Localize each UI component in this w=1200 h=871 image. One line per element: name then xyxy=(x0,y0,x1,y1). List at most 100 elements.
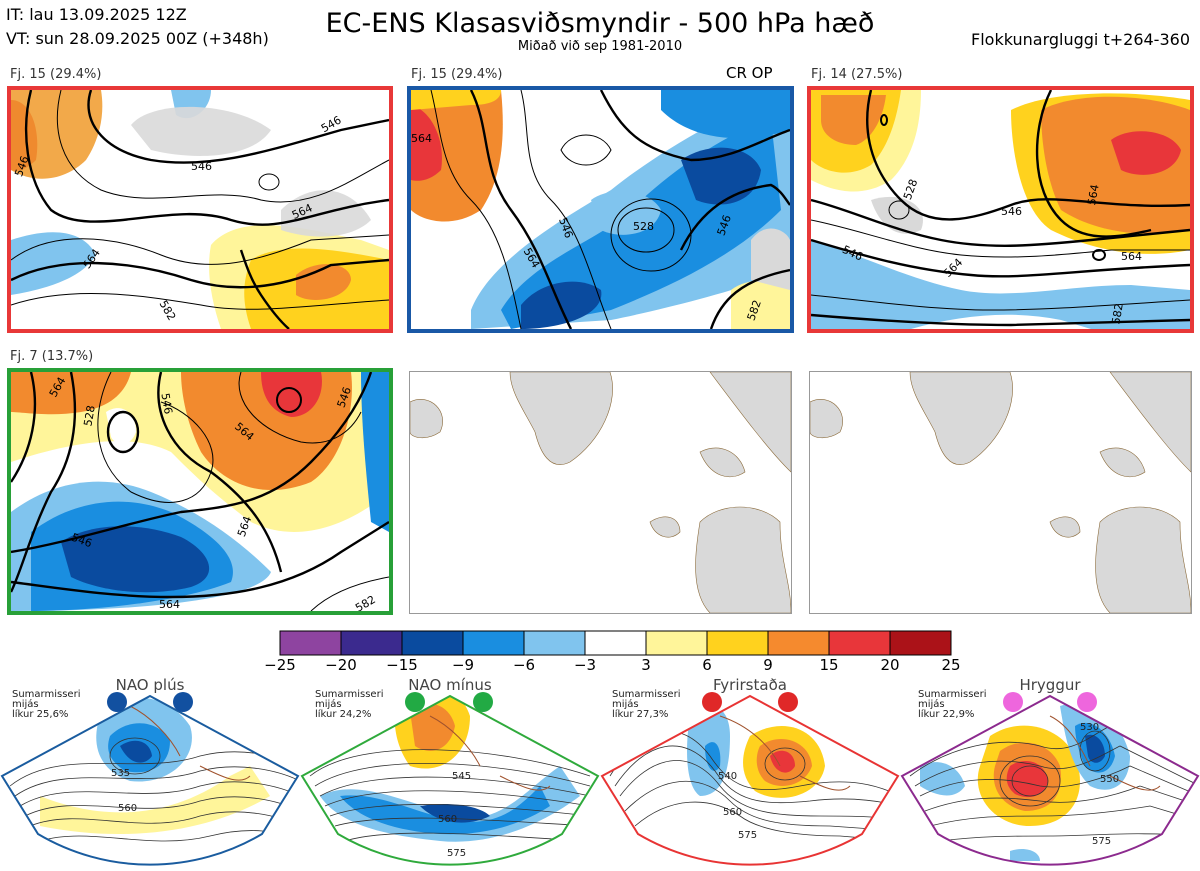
regime-season: Sumarmisseri xyxy=(612,689,681,700)
colorbar-tick-label: 15 xyxy=(819,656,839,674)
empty-map-5 xyxy=(409,371,792,614)
regime-marker-dot xyxy=(107,692,127,712)
regime-title: Fyrirstaða xyxy=(713,676,787,694)
colorbar-tick-label: 20 xyxy=(880,656,900,674)
cluster-map-2-svg: 564 546 528 546 564 582 xyxy=(411,90,790,329)
contour-label: 564 xyxy=(1121,250,1142,263)
chart-title: EC-ENS Klasasviðsmyndir - 500 hPa hæð xyxy=(325,8,875,39)
contour-label: 528 xyxy=(633,220,654,233)
contour-label: 564 xyxy=(1085,183,1101,206)
classification-window: Flokkunargluggi t+264-360 xyxy=(971,30,1190,49)
colorbar-segment xyxy=(279,630,342,656)
regime-marker-dot xyxy=(473,692,493,712)
regime-contour-label: 575 xyxy=(738,830,758,841)
regime-map-nao-plus xyxy=(0,694,300,866)
contour-label: 564 xyxy=(941,256,965,280)
colorbar-tick-label: −6 xyxy=(512,656,536,674)
regime-contour-label: 535 xyxy=(111,768,131,779)
contour-label: 582 xyxy=(353,593,378,611)
empty-map-6-svg xyxy=(810,372,1191,613)
regime-area: mijás xyxy=(918,699,945,710)
regime-probability: líkur 22,9% xyxy=(918,709,975,720)
colorbar-tick-label: −9 xyxy=(451,656,475,674)
regime-marker-dot xyxy=(405,692,425,712)
regime-contour-label: 560 xyxy=(438,814,458,825)
colorbar-segment xyxy=(828,630,891,656)
valid-time: VT: sun 28.09.2025 00Z (+348h) xyxy=(6,29,269,48)
panel-2-label: Fj. 15 (29.4%) xyxy=(411,67,503,82)
regime-title: NAO plús xyxy=(115,676,185,694)
regime-marker-dot xyxy=(702,692,722,712)
regime-map-blocking xyxy=(600,694,900,866)
panel-4-label: Fj. 7 (13.7%) xyxy=(10,349,94,364)
contour-label: 546 xyxy=(191,160,212,173)
cluster-map-4-svg: 564 528 546 564 546 546 564 564 582 xyxy=(11,372,389,611)
regime-season: Sumarmisseri xyxy=(918,689,987,700)
regime-contour-label: 550 xyxy=(1100,774,1120,785)
regime-marker-dot xyxy=(173,692,193,712)
cluster-map-1: 546 546 546 564 564 582 xyxy=(7,86,393,333)
regime-contour-label: 540 xyxy=(718,771,738,782)
regime-probability: líkur 24,2% xyxy=(315,709,372,720)
colorbar-tick-label: 25 xyxy=(941,656,961,674)
contour-label: 564 xyxy=(411,132,432,145)
colorbar-segment xyxy=(340,630,403,656)
regime-area: mijás xyxy=(12,699,39,710)
regime-contour-label: 575 xyxy=(1092,836,1112,847)
contour-label: 546 xyxy=(158,392,174,415)
colorbar-tick-label: 9 xyxy=(763,656,773,674)
regime-marker-dot xyxy=(778,692,798,712)
cluster-map-3: 528 546 546 564 564 564 582 xyxy=(807,86,1194,333)
contour-label: 564 xyxy=(159,598,180,611)
cluster-map-3-svg: 528 546 546 564 564 564 582 xyxy=(811,90,1190,329)
regime-contour-label: 560 xyxy=(723,807,743,818)
empty-map-6 xyxy=(809,371,1192,614)
chart-subtitle: Miðað við sep 1981-2010 xyxy=(517,39,683,54)
colorbar-segment xyxy=(889,630,952,656)
colorbar-segment xyxy=(584,630,647,656)
regime-contour-label: 545 xyxy=(452,771,472,782)
colorbar-segment xyxy=(523,630,586,656)
contour-label: 528 xyxy=(901,177,920,201)
empty-map-5-svg xyxy=(410,372,791,613)
regime-area: mijás xyxy=(315,699,342,710)
colorbar-segment xyxy=(462,630,525,656)
regime-season: Sumarmisseri xyxy=(12,689,81,700)
colorbar-tick-label: −25 xyxy=(264,656,296,674)
regime-contour-label: 575 xyxy=(447,848,467,859)
regime-contour-label: 530 xyxy=(1080,722,1100,733)
regime-contour-label: 560 xyxy=(118,803,138,814)
regime-map-ridge xyxy=(900,694,1200,866)
regime-map-nao-minus xyxy=(300,694,600,866)
colorbar xyxy=(279,630,952,656)
colorbar-segment xyxy=(645,630,708,656)
colorbar-tick-label: 6 xyxy=(702,656,712,674)
colorbar-tick-label: −3 xyxy=(573,656,597,674)
panel-1-label: Fj. 15 (29.4%) xyxy=(10,67,102,82)
regime-title: NAO mínus xyxy=(408,676,492,694)
regime-probability: líkur 27,3% xyxy=(612,709,669,720)
contour-label: 546 xyxy=(1001,205,1022,218)
regime-probability: líkur 25,6% xyxy=(12,709,69,720)
colorbar-tick-label: −15 xyxy=(386,656,418,674)
regime-marker-dot xyxy=(1077,692,1097,712)
colorbar-tick-label: 3 xyxy=(641,656,651,674)
colorbar-segment xyxy=(767,630,830,656)
colorbar-tick-label: −20 xyxy=(325,656,357,674)
regime-marker-dot xyxy=(1003,692,1023,712)
panel-2-tag: CR OP xyxy=(726,64,773,82)
regime-area: mijás xyxy=(612,699,639,710)
colorbar-segment xyxy=(401,630,464,656)
colorbar-segment xyxy=(706,630,769,656)
cluster-map-4: 564 528 546 564 546 546 564 564 582 xyxy=(7,368,393,615)
contour-label: 564 xyxy=(235,514,254,538)
contour-label: 582 xyxy=(1109,302,1125,325)
panel-3-label: Fj. 14 (27.5%) xyxy=(811,67,903,82)
initial-time: IT: lau 13.09.2025 12Z xyxy=(6,5,187,24)
cluster-map-2: 564 546 528 546 564 582 xyxy=(407,86,794,333)
cluster-map-1-svg: 546 546 546 564 564 582 xyxy=(11,90,389,329)
contour-label: 528 xyxy=(81,404,97,427)
regime-title: Hryggur xyxy=(1019,676,1081,694)
regime-maps xyxy=(0,694,1200,866)
regime-season: Sumarmisseri xyxy=(315,689,384,700)
